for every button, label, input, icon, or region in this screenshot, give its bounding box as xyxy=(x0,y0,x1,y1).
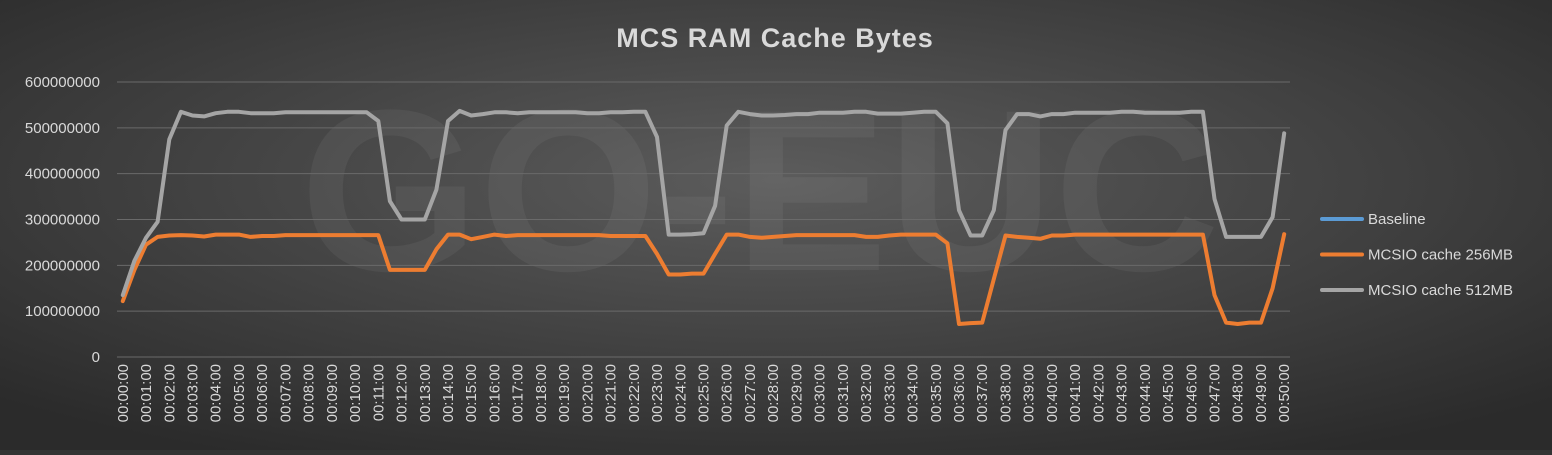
x-tick-label: 00:37:00 xyxy=(974,364,991,422)
y-tick-label: 400000000 xyxy=(25,166,100,183)
x-tick-label: 00:23:00 xyxy=(649,364,666,422)
x-tick-label: 00:18:00 xyxy=(533,364,550,422)
x-tick-label: 00:13:00 xyxy=(417,364,434,422)
x-tick-label: 00:14:00 xyxy=(440,364,457,422)
x-tick-label: 00:19:00 xyxy=(556,364,573,422)
x-tick-label: 00:40:00 xyxy=(1044,364,1061,422)
series-line xyxy=(120,108,1287,298)
x-tick-label: 00:15:00 xyxy=(463,364,480,422)
y-tick-label: 300000000 xyxy=(25,212,100,229)
x-tick-label: 00:11:00 xyxy=(370,364,387,421)
x-tick-label: 00:05:00 xyxy=(231,364,248,422)
x-tick-label: 00:10:00 xyxy=(347,364,364,422)
y-tick-label: 200000000 xyxy=(25,257,100,274)
x-tick-label: 00:43:00 xyxy=(1114,364,1131,422)
x-tick-label: 00:06:00 xyxy=(254,364,271,422)
x-tick-label: 00:41:00 xyxy=(1067,364,1084,422)
y-tick-label: 500000000 xyxy=(25,120,100,137)
x-tick-label: 00:42:00 xyxy=(1090,364,1107,422)
x-tick-label: 00:34:00 xyxy=(905,364,922,422)
x-tick-label: 00:04:00 xyxy=(208,364,225,422)
x-tick-label: 00:49:00 xyxy=(1253,364,1270,422)
x-tick-label: 00:17:00 xyxy=(510,364,527,422)
x-tick-label: 00:35:00 xyxy=(928,364,945,422)
x-tick-label: 00:44:00 xyxy=(1137,364,1154,422)
x-tick-label: 00:39:00 xyxy=(1021,364,1038,422)
x-tick-label: 00:07:00 xyxy=(277,364,294,422)
x-tick-label: 00:20:00 xyxy=(579,364,596,422)
x-tick-label: 00:24:00 xyxy=(672,364,689,422)
x-tick-label: 00:50:00 xyxy=(1276,364,1293,422)
x-tick-label: 00:29:00 xyxy=(788,364,805,422)
x-tick-label: 00:03:00 xyxy=(184,364,201,422)
x-tick-label: 00:31:00 xyxy=(835,364,852,422)
x-tick-label: 00:02:00 xyxy=(161,364,178,422)
legend-label: Baseline xyxy=(1368,211,1426,228)
x-tick-label: 00:47:00 xyxy=(1207,364,1224,422)
x-tick-label: 00:30:00 xyxy=(812,364,829,422)
watermark: GO-EUC xyxy=(300,62,1220,319)
x-tick-label: 00:09:00 xyxy=(324,364,341,422)
x-tick-label: 00:46:00 xyxy=(1183,364,1200,422)
legend-label: MCSIO cache 512MB xyxy=(1368,282,1513,299)
x-tick-label: 00:38:00 xyxy=(997,364,1014,422)
x-tick-label: 00:25:00 xyxy=(696,364,713,422)
x-tick-label: 00:01:00 xyxy=(138,364,155,422)
y-tick-label: 100000000 xyxy=(25,303,100,320)
x-tick-label: 00:28:00 xyxy=(765,364,782,422)
x-tick-label: 00:32:00 xyxy=(858,364,875,422)
x-tick-label: 00:45:00 xyxy=(1160,364,1177,422)
legend-label: MCSIO cache 256MB xyxy=(1368,247,1513,264)
x-tick-label: 00:26:00 xyxy=(719,364,736,422)
series-line xyxy=(120,232,1287,326)
x-tick-label: 00:08:00 xyxy=(301,364,318,422)
x-tick-label: 00:16:00 xyxy=(486,364,503,422)
x-tick-label: 00:27:00 xyxy=(742,364,759,422)
x-tick-label: 00:00:00 xyxy=(115,364,132,422)
y-tick-label: 600000000 xyxy=(25,74,100,91)
x-tick-label: 00:48:00 xyxy=(1230,364,1247,422)
y-tick-label: 0 xyxy=(92,349,100,366)
x-tick-label: 00:33:00 xyxy=(881,364,898,422)
chart-title: MCS RAM Cache Bytes xyxy=(616,23,934,53)
x-tick-label: 00:22:00 xyxy=(626,364,643,422)
x-tick-label: 00:21:00 xyxy=(603,364,620,422)
x-tick-label: 00:12:00 xyxy=(394,364,411,422)
x-tick-label: 00:36:00 xyxy=(951,364,968,422)
